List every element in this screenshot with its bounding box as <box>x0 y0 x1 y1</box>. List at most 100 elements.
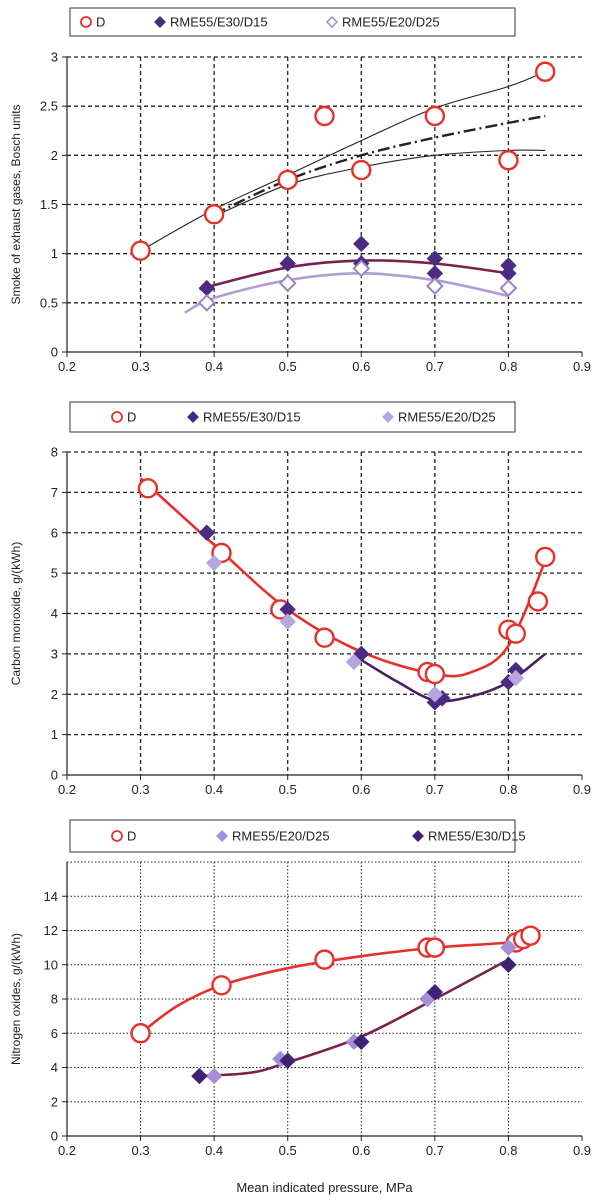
x-tick-label: 0.6 <box>352 359 370 374</box>
x-tick-label: 0.4 <box>205 359 223 374</box>
y-tick-label: 12 <box>44 923 58 938</box>
data-point <box>130 1023 151 1044</box>
legend-marker <box>111 830 123 842</box>
y-tick-label: 0 <box>51 1129 58 1144</box>
data-point <box>535 61 556 82</box>
y-tick-label: 6 <box>51 525 58 540</box>
data-point <box>279 255 296 272</box>
legend-entry: RME55/E20/D25 <box>326 15 440 30</box>
data-point <box>424 663 446 685</box>
x-tick-label: 0.9 <box>573 359 591 374</box>
y-axis-label: Carbon monoxide, g/(kWh) <box>9 542 23 685</box>
y-tick-label: 4 <box>51 606 58 621</box>
x-tick-label: 0.5 <box>279 1143 297 1158</box>
y-tick-label: 2.5 <box>40 99 58 114</box>
chart-1: D RME55/E30/D15 RME55/E20/D25 0.2 0.3 0.4 0.5 0… <box>9 7 591 374</box>
data-point <box>353 235 370 253</box>
x-tick-label: 0.2 <box>58 1143 76 1158</box>
y-tick-label: 2 <box>51 148 58 163</box>
x-tick-label: 0.6 <box>352 1143 370 1158</box>
y-tick-label: 1 <box>51 246 58 261</box>
chart-legend: D RME55/E30/D15 RME55/E20/D25 <box>69 7 516 37</box>
legend-entry: RME55/E20/D25 <box>382 410 496 425</box>
x-tick-label: 0.7 <box>426 359 444 374</box>
y-tick-label: 3 <box>51 646 58 661</box>
y-tick-label: 0 <box>51 768 58 783</box>
data-point <box>535 546 556 568</box>
data-point <box>279 1052 296 1069</box>
legend-box <box>69 819 516 853</box>
grid <box>67 56 582 352</box>
data-point <box>205 554 223 572</box>
legend-entry: RME55/E30/D15 <box>187 410 301 425</box>
data-point <box>191 1067 208 1085</box>
x-tick-label: 0.4 <box>205 782 223 797</box>
trend-curve <box>139 936 531 1035</box>
chart-3: D RME55/E20/D25 RME55/E30/D15 0.2 0.3 0.4 0.5 0… <box>9 819 591 1195</box>
x-tick-label: 0.8 <box>499 359 517 374</box>
data-point <box>205 1067 223 1085</box>
legend-marker <box>187 411 199 423</box>
chart-legend: D RME55/E30/D15 RME55/E20/D25 <box>69 401 516 433</box>
data-point <box>211 975 232 996</box>
grid <box>67 451 582 775</box>
x-tick-label: 0.2 <box>58 782 76 797</box>
x-tick-label: 0.5 <box>279 782 297 797</box>
legend-label: RME55/E20/D25 <box>342 15 440 30</box>
x-tick-label: 0.3 <box>132 782 150 797</box>
data-point <box>314 627 335 648</box>
data-point <box>498 150 519 171</box>
legend-marker <box>154 16 166 28</box>
legend-entry: D <box>111 829 136 844</box>
data-point <box>426 686 444 703</box>
x-tick-label: 0.2 <box>58 359 76 374</box>
x-tick-label: 0.9 <box>573 1143 591 1158</box>
data-point <box>352 259 371 278</box>
legend-marker <box>80 16 92 28</box>
y-axis-label: Smoke of exhaust gases, Bosch units <box>9 104 23 304</box>
legend-label: D <box>127 410 136 425</box>
data-point <box>500 956 517 973</box>
legend-marker <box>326 16 338 28</box>
x-tick-label: 0.9 <box>573 782 591 797</box>
y-tick-label: 1.5 <box>40 197 58 212</box>
data-point <box>424 937 446 958</box>
data-point <box>424 105 446 127</box>
x-tick-label: 0.7 <box>426 782 444 797</box>
data-point <box>211 542 232 564</box>
legend-label: RME55/E20/D25 <box>232 829 330 844</box>
data-point <box>353 1033 370 1051</box>
data-point <box>345 653 363 671</box>
y-tick-label: 0.5 <box>40 295 58 310</box>
y-tick-label: 3 <box>51 50 58 65</box>
legend-marker <box>216 830 228 842</box>
y-tick-label: 7 <box>51 485 58 500</box>
data-point <box>500 939 517 956</box>
trend-curve <box>139 477 547 678</box>
data-point <box>279 613 296 630</box>
data-point <box>198 524 215 541</box>
x-tick-label: 0.4 <box>205 1143 223 1158</box>
x-tick-label: 0.5 <box>279 359 297 374</box>
x-tick-label: 0.6 <box>352 782 370 797</box>
legend-entry: D <box>111 410 136 425</box>
legend-entry: D <box>80 15 105 30</box>
y-tick-label: 5 <box>51 566 58 581</box>
x-axis-label: Mean indicated pressure, MPa <box>236 1180 413 1195</box>
grid <box>67 861 582 1136</box>
legend-label: RME55/E30/D15 <box>428 829 526 844</box>
data-point <box>137 478 159 499</box>
legend-marker <box>111 411 123 423</box>
x-tick-label: 0.8 <box>499 782 517 797</box>
legend-label: RME55/E30/D15 <box>203 410 301 425</box>
legend-entry: RME55/E30/D15 <box>154 15 268 30</box>
trend-curve <box>184 272 509 314</box>
y-tick-label: 4 <box>51 1060 58 1075</box>
data-point <box>425 277 444 296</box>
data-point <box>426 983 444 1001</box>
data-point <box>197 293 216 312</box>
y-tick-label: 10 <box>44 957 58 972</box>
legend-marker <box>382 411 394 423</box>
y-tick-label: 1 <box>51 727 58 742</box>
y-tick-label: 2 <box>51 687 58 702</box>
